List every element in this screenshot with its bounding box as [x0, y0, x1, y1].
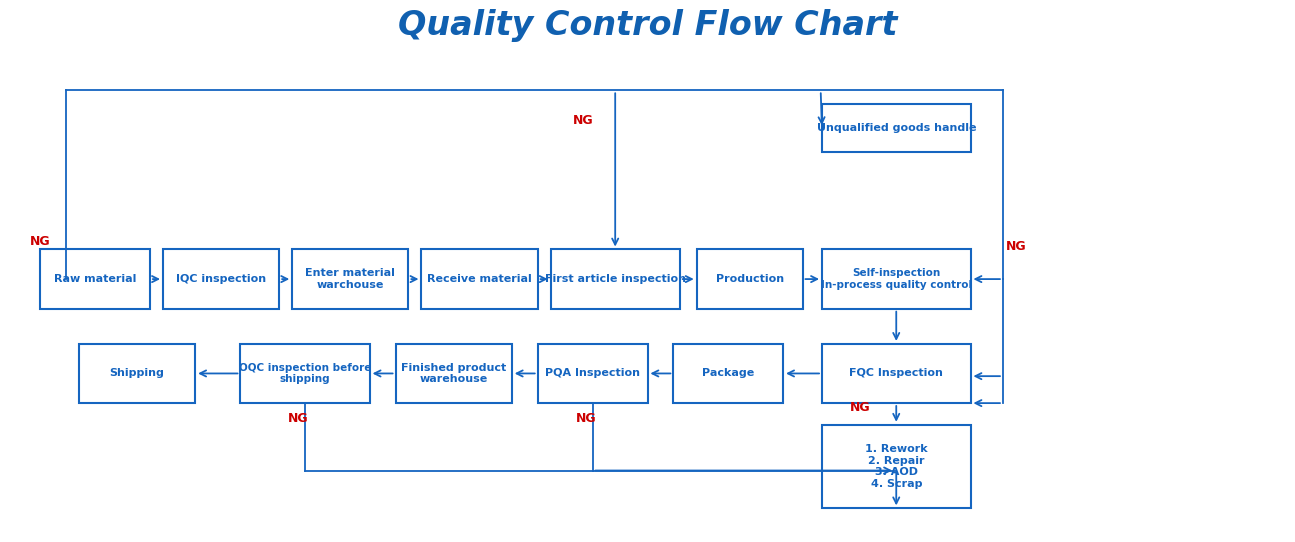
Text: 1. Rework
2. Repair
3. AOD
4. Scrap: 1. Rework 2. Repair 3. AOD 4. Scrap: [865, 444, 927, 489]
FancyBboxPatch shape: [79, 344, 196, 403]
FancyBboxPatch shape: [421, 249, 537, 309]
FancyBboxPatch shape: [241, 344, 369, 403]
FancyBboxPatch shape: [537, 344, 648, 403]
FancyBboxPatch shape: [293, 249, 408, 309]
Text: NG: NG: [289, 412, 310, 425]
Text: Raw material: Raw material: [54, 274, 136, 284]
Text: Production: Production: [716, 274, 783, 284]
Text: NG: NG: [1005, 240, 1026, 253]
Text: Finished product
warehouse: Finished product warehouse: [401, 363, 506, 384]
FancyBboxPatch shape: [822, 344, 970, 403]
Text: Self-inspection
In-process quality control: Self-inspection In-process quality contr…: [821, 268, 971, 290]
FancyBboxPatch shape: [673, 344, 783, 403]
FancyBboxPatch shape: [697, 249, 803, 309]
FancyBboxPatch shape: [40, 249, 150, 309]
FancyBboxPatch shape: [163, 249, 280, 309]
Text: Quality Control Flow Chart: Quality Control Flow Chart: [398, 9, 897, 42]
Text: FQC Inspection: FQC Inspection: [850, 369, 943, 378]
FancyBboxPatch shape: [550, 249, 680, 309]
Text: PQA Inspection: PQA Inspection: [545, 369, 640, 378]
Text: NG: NG: [30, 235, 51, 248]
Text: NG: NG: [850, 401, 870, 414]
Text: NG: NG: [572, 113, 593, 126]
Text: NG: NG: [576, 412, 597, 425]
Text: Unqualified goods handle: Unqualified goods handle: [817, 123, 976, 133]
Text: Enter material
warchouse: Enter material warchouse: [306, 268, 395, 290]
Text: Package: Package: [702, 369, 755, 378]
Text: Receive material: Receive material: [427, 274, 532, 284]
Text: First article inspection: First article inspection: [545, 274, 685, 284]
Text: Shipping: Shipping: [110, 369, 164, 378]
FancyBboxPatch shape: [822, 249, 970, 309]
Text: OQC inspection before
shipping: OQC inspection before shipping: [238, 363, 372, 384]
FancyBboxPatch shape: [822, 104, 970, 152]
Text: IQC inspection: IQC inspection: [176, 274, 267, 284]
FancyBboxPatch shape: [822, 425, 970, 508]
FancyBboxPatch shape: [395, 344, 512, 403]
